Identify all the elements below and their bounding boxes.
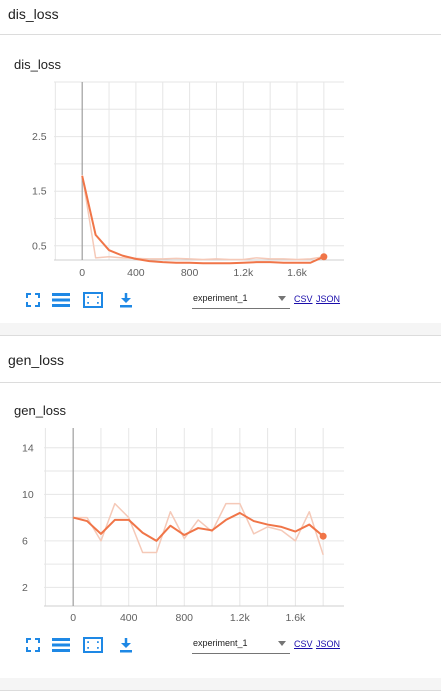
y-tick-label: 0.5 [32, 240, 47, 252]
card-toolbar: experiment_1 CSV JSON [22, 635, 441, 655]
series-line-raw [73, 502, 324, 556]
run-select[interactable]: experiment_1 [192, 635, 290, 654]
run-select-value: experiment_1 [193, 293, 248, 303]
run-select[interactable]: experiment_1 [192, 290, 290, 309]
fullscreen-icon [26, 638, 40, 652]
toggle-log-scale-button[interactable] [50, 290, 72, 310]
fullscreen-button[interactable] [22, 635, 44, 655]
chart-gen-loss[interactable]: 2 6 10 14 0 400 800 1.2k 1.6k [0, 424, 441, 630]
section-title: gen_loss [8, 352, 65, 368]
x-tick-label: 1.2k [230, 612, 251, 624]
download-button[interactable] [115, 635, 137, 655]
card-title: gen_loss [14, 403, 67, 418]
fullscreen-button[interactable] [22, 290, 44, 310]
y-tick-label: 10 [22, 489, 34, 501]
list-icon [52, 638, 70, 652]
download-json-link[interactable]: JSON [316, 639, 341, 649]
y-tick-label: 2.5 [32, 131, 47, 143]
y-tick-label: 2 [22, 582, 28, 594]
section-header-gen-loss[interactable]: gen_loss [0, 336, 441, 383]
x-tick-label: 400 [127, 267, 145, 279]
fit-to-data-icon [83, 292, 103, 308]
x-tick-label: 1.6k [285, 612, 306, 624]
grid [54, 81, 344, 260]
y-tick-label: 6 [22, 535, 28, 547]
last-point-marker [319, 532, 327, 540]
section-divider [0, 323, 441, 336]
download-icon [120, 293, 132, 308]
y-tick-label: 14 [22, 442, 34, 454]
series-line-smoothed [81, 175, 325, 265]
x-tick-label: 0 [70, 612, 76, 624]
section-divider [0, 678, 441, 691]
download-csv-link[interactable]: CSV [294, 639, 313, 649]
download-json-link[interactable]: JSON [316, 294, 341, 304]
chart-dis-loss[interactable]: 0.5 1.5 2.5 0 400 800 1.2k 1.6k [0, 78, 441, 288]
x-tick-label: 400 [120, 612, 138, 624]
toggle-log-scale-button[interactable] [50, 635, 72, 655]
series-line-smoothed [72, 511, 324, 542]
chevron-down-icon [278, 296, 286, 301]
download-icon [120, 638, 132, 653]
fit-domain-button[interactable] [82, 290, 104, 310]
section-title: dis_loss [8, 6, 59, 22]
series-line-raw [81, 174, 324, 261]
download-button[interactable] [115, 290, 137, 310]
fullscreen-icon [26, 293, 40, 307]
chevron-down-icon [278, 641, 286, 646]
card-title: dis_loss [14, 57, 61, 72]
run-select-value: experiment_1 [193, 638, 248, 648]
section-header-dis-loss[interactable]: dis_loss [0, 0, 441, 35]
x-tick-label: 0 [79, 267, 85, 279]
x-tick-label: 1.6k [287, 267, 308, 279]
x-tick-label: 800 [181, 267, 199, 279]
card-toolbar: experiment_1 CSV JSON [22, 290, 441, 310]
y-tick-label: 1.5 [32, 186, 47, 198]
x-tick-label: 800 [176, 612, 194, 624]
x-tick-label: 1.2k [233, 267, 254, 279]
list-icon [52, 293, 70, 307]
grid [44, 428, 344, 606]
fit-to-data-icon [83, 637, 103, 653]
download-csv-link[interactable]: CSV [294, 294, 313, 304]
fit-domain-button[interactable] [82, 635, 104, 655]
last-point-marker [320, 253, 328, 261]
